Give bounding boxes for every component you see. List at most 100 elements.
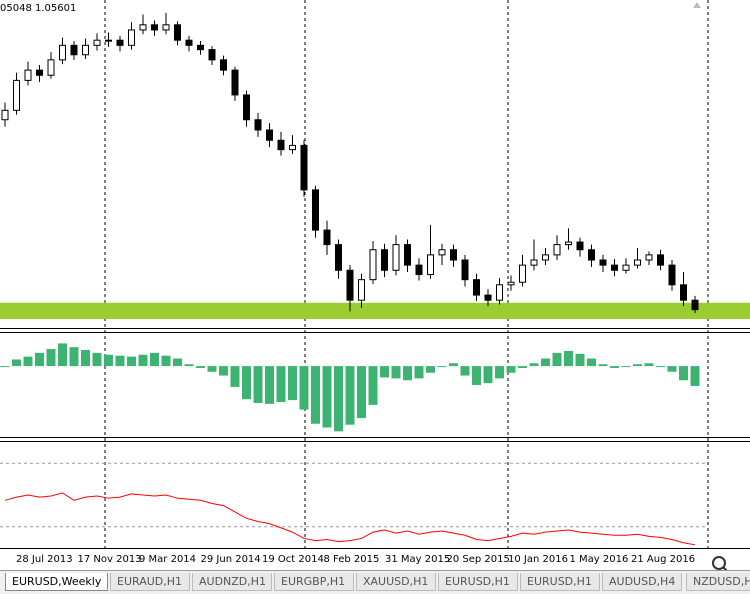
x-tick-label: 29 Jun 2014 [201, 554, 261, 565]
histogram-bar [633, 364, 642, 367]
histogram-bar [207, 366, 217, 372]
candle-body [116, 39, 124, 46]
candle-body [680, 284, 687, 301]
histogram-bar [288, 366, 297, 401]
histogram-bar [483, 366, 493, 384]
candle-body [542, 254, 549, 261]
x-tick-label: 10 Jan 2016 [508, 554, 568, 565]
candle-body [197, 44, 204, 51]
x-tick-label: 31 May 2015 [385, 554, 450, 565]
candle-body [588, 249, 595, 261]
histogram-bar [368, 366, 378, 405]
histogram-bar [679, 366, 688, 381]
candle-body [220, 59, 227, 71]
histogram-bar [92, 352, 102, 367]
x-tick-label: 1 May 2016 [570, 554, 629, 565]
histogram-bar [81, 350, 90, 367]
candle-body [162, 24, 170, 31]
candle-body [565, 241, 572, 246]
histogram-bar [184, 364, 194, 367]
histogram-bar [311, 366, 320, 424]
x-tick-label: 28 Jul 2013 [16, 554, 73, 565]
histogram-bar [357, 366, 366, 419]
tab-bar: EURUSD,Weekly EURAUD,H1 AUDNZD,H1 EURGBP,H1… [0, 570, 750, 594]
candle-body [358, 279, 365, 301]
x-tick-label: 20 Sep 2015 [447, 554, 510, 565]
chart-tab[interactable]: EURUSD,Weekly [5, 573, 108, 591]
histogram-bar [610, 366, 619, 368]
zoom-handle[interactable] [722, 566, 729, 570]
histogram-bar [690, 366, 700, 386]
histogram-bar [575, 353, 585, 367]
histogram-bar [230, 366, 240, 387]
chart-tab[interactable]: AUDUSD,H4 [602, 573, 682, 591]
histogram-bar [46, 349, 56, 367]
candle-body [530, 259, 538, 266]
histogram-bar [598, 364, 608, 367]
x-tick-label: 21 Aug 2016 [631, 554, 695, 565]
candle-body [519, 264, 526, 283]
candle-body [13, 79, 20, 111]
chart-tab[interactable]: EURGBP,H1 [274, 573, 354, 591]
candle-body [346, 269, 354, 301]
candle-body [243, 94, 250, 121]
candle-body [289, 144, 296, 151]
candle-body [208, 49, 216, 61]
histogram-bar [150, 352, 159, 367]
chart-tab[interactable]: EURUSD,H1 [520, 573, 600, 591]
chart-tab[interactable]: EURAUD,H1 [110, 573, 190, 591]
candle-body [128, 29, 135, 46]
histogram-bar [426, 366, 435, 373]
candle-body [369, 249, 377, 281]
candle-body [404, 244, 411, 266]
candle-body [59, 44, 66, 61]
histogram-bar [161, 355, 171, 367]
histogram-bar [472, 366, 481, 385]
candle-body [312, 189, 319, 231]
candle-body [450, 249, 457, 261]
chart-tab[interactable]: NZDUSD,H1 [686, 573, 750, 591]
candle-body [392, 244, 400, 271]
candle-body [266, 129, 273, 141]
histogram-bar [541, 358, 550, 367]
x-tick-label: 17 Nov 2013 [78, 554, 142, 565]
candle-body [496, 284, 503, 301]
candle-body [381, 249, 388, 271]
candle-body [461, 259, 469, 281]
candle-body [576, 241, 584, 251]
histogram-bar [621, 366, 631, 368]
histogram-bar [127, 356, 136, 367]
histogram-bar [23, 356, 33, 367]
chart-tab[interactable]: XAUUSD,H1 [356, 573, 436, 591]
histogram-bar [334, 366, 343, 432]
candle-body [47, 59, 55, 76]
candle-body [611, 264, 618, 271]
zoom-lens[interactable] [712, 556, 726, 570]
histogram-bar [345, 366, 355, 425]
histogram-bar [276, 366, 286, 403]
support-zone [0, 302, 750, 320]
histogram-bar [495, 366, 504, 379]
histogram-bar [644, 363, 654, 367]
histogram-bar [196, 366, 205, 368]
histogram-bar [253, 366, 263, 403]
scroll-icon[interactable] [693, 2, 701, 8]
candle-body [185, 39, 193, 46]
candle-body [427, 254, 434, 276]
histogram-bar [656, 366, 665, 368]
histogram-bar [58, 343, 67, 367]
candle-body [93, 39, 101, 46]
candle-body [82, 44, 89, 56]
histogram-bar [506, 366, 516, 373]
histogram-bar [138, 354, 148, 367]
chart-tab[interactable]: AUDNZD,H1 [192, 573, 272, 591]
candle-body [553, 244, 561, 256]
candle-body [657, 254, 664, 266]
candle-body [599, 259, 607, 266]
zoom-icon[interactable] [712, 556, 729, 570]
chart-tab[interactable]: EURUSD,H1 [438, 573, 518, 591]
histogram-bar [552, 352, 562, 367]
histogram-bar [391, 366, 401, 379]
candle-body [645, 254, 653, 261]
